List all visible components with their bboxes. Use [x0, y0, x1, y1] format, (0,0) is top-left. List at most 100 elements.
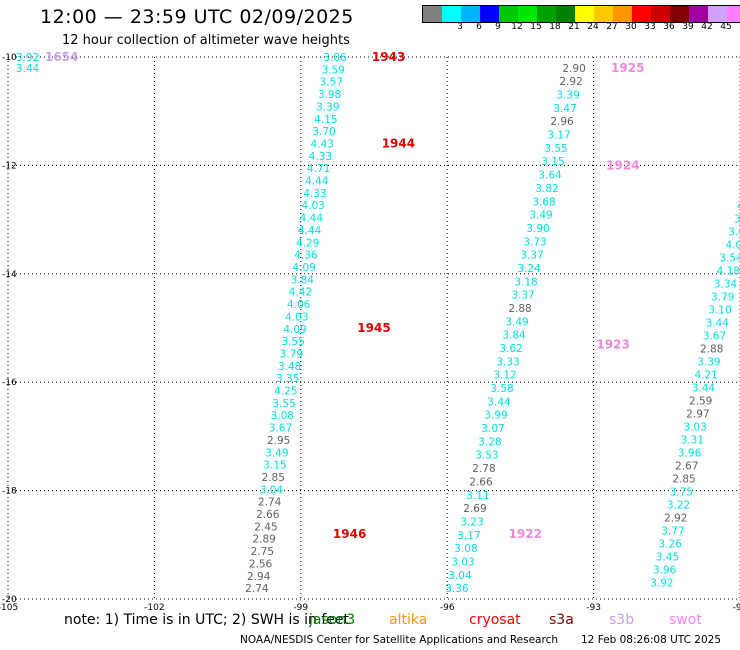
- lon-tick-label: -102: [144, 603, 164, 613]
- wave-height-value: 4.21: [694, 370, 717, 382]
- wave-height-value: 3.: [734, 214, 740, 226]
- colorbar-tick-label: 33: [644, 22, 656, 32]
- wave-height-value: 2.56: [249, 558, 273, 570]
- wave-height-value: 3.11: [466, 490, 489, 502]
- wave-height-value: 3.48: [278, 361, 301, 373]
- wave-height-value: 3.79: [280, 348, 303, 360]
- colorbar-swatch: [689, 6, 708, 22]
- colorbar-tick-label: 27: [606, 22, 618, 32]
- wave-height-value: 2.96: [550, 116, 574, 128]
- wave-height-value: 2.92: [664, 513, 687, 525]
- wave-height-value: 3.96: [678, 448, 702, 460]
- wave-height-value: 3.57: [320, 77, 343, 89]
- lat-tick-label: -12: [2, 161, 17, 171]
- colorbar-swatch: [556, 6, 575, 22]
- wave-height-value: 2.74: [245, 583, 269, 595]
- wave-height-value: 3.6: [728, 227, 740, 239]
- colorbar-swatch: [480, 6, 499, 22]
- wave-height-value: 3.33: [496, 356, 519, 368]
- colorbar-swatch: [461, 6, 480, 22]
- wave-height-value: 3.55: [272, 398, 295, 410]
- wave-height-value: 3.03: [451, 556, 474, 568]
- legend-note: note: 1) Time is in UTC; 2) SWH is in fe…: [64, 612, 350, 628]
- lat-tick-label: -10: [2, 53, 17, 63]
- colorbar-tick-label: 36: [663, 22, 675, 32]
- wave-height-value: 2.66: [256, 509, 280, 521]
- wave-height-value: 3.34: [714, 279, 738, 291]
- wave-height-value: 3.49: [529, 210, 552, 222]
- wave-height-value: 2.74: [258, 497, 282, 509]
- wave-height-value: 3.12: [493, 370, 516, 382]
- map-title: 12:00 — 23:59 UTC 02/09/2025: [40, 6, 354, 28]
- wave-height-value: 2.88: [508, 303, 531, 315]
- wave-height-value: 3.44: [692, 383, 716, 395]
- lon-tick-label: -90: [733, 603, 740, 613]
- wave-height-value: 4.36: [294, 250, 318, 262]
- colorbar-tick-label: 15: [530, 22, 542, 32]
- wave-height-value: 3.10: [708, 305, 731, 317]
- wave-height-value: 3.96: [653, 565, 677, 577]
- wave-height-value: 4.33: [309, 151, 332, 163]
- wave-height-value: 3.35: [276, 373, 299, 385]
- wave-height-value: 3.36: [445, 583, 469, 595]
- colorbar-tick-label: 3: [457, 22, 463, 32]
- wave-height-value: 3.55: [282, 336, 305, 348]
- wave-height-value: 2.92: [559, 76, 582, 88]
- pass-time-label: 1654: [45, 50, 78, 64]
- legend-satellite-s3a: s3a: [549, 612, 574, 628]
- colorbar-swatch: [670, 6, 689, 22]
- wave-height-value: 2.90: [562, 63, 585, 75]
- wave-height-value: 4.44: [300, 213, 324, 225]
- colorbar-tick-label: 30: [625, 22, 637, 32]
- legend-satellite-swot: swot: [669, 612, 702, 628]
- wave-height-value: 4.15: [314, 114, 337, 126]
- wave-height-value: 2.88: [700, 344, 723, 356]
- wave-height-value: 3.53: [475, 450, 498, 462]
- wave-height-value: 3.92: [16, 52, 39, 64]
- colorbar-swatch: [499, 6, 518, 22]
- colorbar-swatch: [708, 6, 727, 22]
- wave-height-value: 3.03: [683, 422, 706, 434]
- colorbar-swatch: [423, 6, 442, 22]
- wave-height-value: 3.44: [706, 318, 730, 330]
- wave-height-value: 4.09: [283, 324, 306, 336]
- wave-height-value: 4.43: [311, 138, 334, 150]
- pass-time-label: 1925: [611, 61, 644, 75]
- wave-height-value: 3.26: [659, 539, 683, 551]
- pass-time-label: 1922: [509, 527, 542, 541]
- pass-time-label: 1943: [372, 50, 405, 64]
- wave-height-value: 3.28: [478, 436, 501, 448]
- lat-tick-label: -18: [2, 487, 17, 497]
- wave-height-value: 4.44: [305, 176, 329, 188]
- wave-height-value: 3.15: [541, 156, 564, 168]
- wave-height-value: 2.67: [675, 461, 698, 473]
- pass-time-label: 1924: [606, 158, 639, 172]
- wave-height-value: 3.58: [490, 383, 513, 395]
- wave-height-value: 3.77: [661, 526, 684, 538]
- wave-height-value: 4.44: [298, 225, 322, 237]
- wave-height-value: 3.99: [484, 410, 507, 422]
- wave-height-value: 3.15: [263, 460, 286, 472]
- wave-height-value: 3.44: [487, 396, 511, 408]
- wave-height-value: 2.59: [689, 396, 712, 408]
- wave-height-value: 3.62: [499, 343, 522, 355]
- colorbar: [422, 5, 740, 23]
- wave-height-value: 3.31: [681, 435, 704, 447]
- colorbar-swatch: [632, 6, 651, 22]
- wave-height-value: 3.67: [703, 331, 726, 343]
- wave-height-value: 4.09: [292, 262, 315, 274]
- wave-height-value: 3.04: [260, 484, 284, 496]
- colorbar-tick-label: 6: [476, 22, 482, 32]
- wave-height-value: 2.69: [463, 503, 486, 515]
- wave-height-value: 3.75: [670, 487, 693, 499]
- wave-height-value: 3.39: [556, 90, 579, 102]
- colorbar-tick-label: 39: [682, 22, 694, 32]
- colorbar-tick-label: 9: [495, 22, 501, 32]
- colorbar-swatch: [727, 6, 740, 22]
- wave-height-value: 2.89: [252, 534, 275, 546]
- colorbar-swatch: [442, 6, 461, 22]
- wave-height-value: 4.25: [274, 386, 297, 398]
- wave-height-value: 3.17: [457, 530, 480, 542]
- colorbar-tick-label: 12: [511, 22, 523, 32]
